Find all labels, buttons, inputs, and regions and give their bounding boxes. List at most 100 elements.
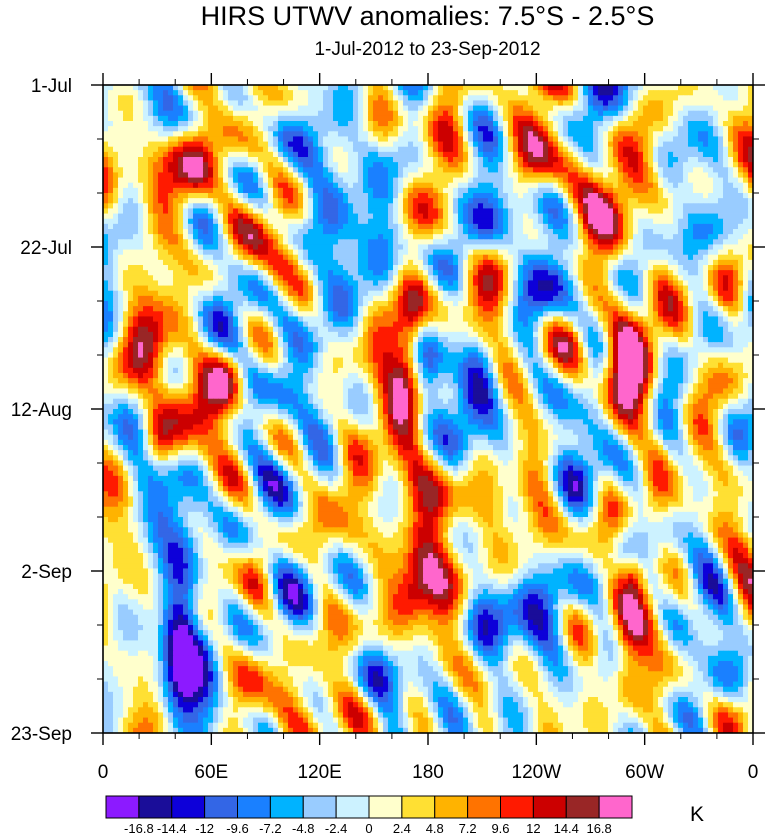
heatmap-cell xyxy=(703,126,709,132)
heatmap-cell xyxy=(143,105,149,112)
heatmap-cell xyxy=(503,254,509,261)
heatmap-cell xyxy=(368,136,374,142)
heatmap-cell xyxy=(283,115,289,122)
heatmap-cell xyxy=(213,213,219,220)
heatmap-cell xyxy=(143,162,149,168)
heatmap-cell xyxy=(703,151,709,158)
heatmap-cell xyxy=(683,193,689,199)
heatmap-cell xyxy=(308,162,314,168)
heatmap-cell xyxy=(123,146,129,153)
heatmap-cell xyxy=(623,182,629,189)
heatmap-cell xyxy=(518,187,524,194)
heatmap-cell xyxy=(638,95,644,101)
heatmap-cell xyxy=(208,259,214,266)
heatmap-cell xyxy=(203,239,209,245)
heatmap-cell xyxy=(378,203,384,209)
heatmap-cell xyxy=(103,141,109,148)
heatmap-cell xyxy=(308,141,314,148)
heatmap-cell xyxy=(598,187,604,194)
heatmap-cell xyxy=(218,167,224,173)
heatmap-cell xyxy=(163,136,169,142)
heatmap-cell xyxy=(418,95,424,101)
heatmap-cell xyxy=(118,172,124,178)
heatmap-cell xyxy=(273,265,279,271)
heatmap-cell xyxy=(518,254,524,261)
heatmap-cell xyxy=(648,105,654,112)
heatmap-cell xyxy=(583,270,589,276)
heatmap-cell xyxy=(288,244,294,250)
heatmap-cell xyxy=(578,151,584,158)
heatmap-cell xyxy=(223,105,229,112)
heatmap-cell xyxy=(113,203,119,209)
heatmap-cell xyxy=(388,239,394,245)
heatmap-cell xyxy=(228,90,234,96)
heatmap-cell xyxy=(688,218,694,225)
heatmap-cell xyxy=(413,146,419,153)
heatmap-cell xyxy=(318,146,324,153)
heatmap-cell xyxy=(553,115,559,122)
heatmap-cell xyxy=(498,115,504,122)
heatmap-cell xyxy=(513,203,519,209)
heatmap-cell xyxy=(203,105,209,112)
heatmap-cell xyxy=(553,218,559,225)
heatmap-cell xyxy=(228,100,234,106)
heatmap-cell xyxy=(198,141,204,148)
heatmap-cell xyxy=(373,172,379,178)
heatmap-cell xyxy=(433,177,439,184)
heatmap-cell xyxy=(328,213,334,220)
heatmap-cell xyxy=(653,172,659,178)
heatmap-cell xyxy=(693,146,699,153)
heatmap-cell xyxy=(123,110,129,117)
heatmap-cell xyxy=(533,203,539,209)
heatmap-cell xyxy=(508,187,514,194)
heatmap-cell xyxy=(313,203,319,209)
heatmap-cell xyxy=(138,100,144,106)
heatmap-cell xyxy=(713,177,719,184)
heatmap-cell xyxy=(528,275,534,281)
heatmap-cell xyxy=(583,157,589,163)
heatmap-cell xyxy=(343,105,349,112)
heatmap-cell xyxy=(698,105,704,112)
heatmap-cell xyxy=(333,126,339,132)
heatmap-cell xyxy=(683,90,689,96)
heatmap-cell xyxy=(363,198,369,204)
heatmap-cell xyxy=(413,265,419,271)
heatmap-cell xyxy=(618,265,624,271)
heatmap-cell xyxy=(418,208,424,214)
heatmap-cell xyxy=(723,187,729,194)
heatmap-cell xyxy=(283,244,289,250)
heatmap-cell xyxy=(273,213,279,220)
heatmap-cell xyxy=(163,239,169,245)
heatmap-cell xyxy=(123,239,129,245)
heatmap-cell xyxy=(718,270,724,276)
heatmap-cell xyxy=(708,254,714,261)
heatmap-cell xyxy=(443,259,449,266)
heatmap-cell xyxy=(268,223,274,230)
heatmap-cell xyxy=(158,203,164,209)
heatmap-cell xyxy=(273,105,279,112)
heatmap-cell xyxy=(678,110,684,117)
heatmap-cell xyxy=(193,280,199,286)
heatmap-cell xyxy=(378,213,384,220)
heatmap-cell xyxy=(108,157,114,163)
heatmap-cell xyxy=(128,187,134,194)
heatmap-cell xyxy=(558,110,564,117)
heatmap-cell xyxy=(208,162,214,168)
heatmap-cell xyxy=(403,275,409,281)
heatmap-cell xyxy=(128,265,134,271)
heatmap-cell xyxy=(548,182,554,189)
heatmap-cell xyxy=(168,259,174,266)
heatmap-cell xyxy=(583,229,589,235)
heatmap-cell xyxy=(523,85,529,91)
heatmap-cell xyxy=(613,95,619,101)
heatmap-cell xyxy=(503,146,509,153)
heatmap-cell xyxy=(348,249,354,256)
heatmap-cell xyxy=(403,213,409,220)
heatmap-cell xyxy=(218,193,224,199)
heatmap-cell xyxy=(633,218,639,225)
heatmap-cell xyxy=(343,141,349,148)
heatmap-cell xyxy=(453,254,459,261)
heatmap-cell xyxy=(473,193,479,199)
heatmap-cell xyxy=(468,85,474,91)
heatmap-cell xyxy=(653,198,659,204)
